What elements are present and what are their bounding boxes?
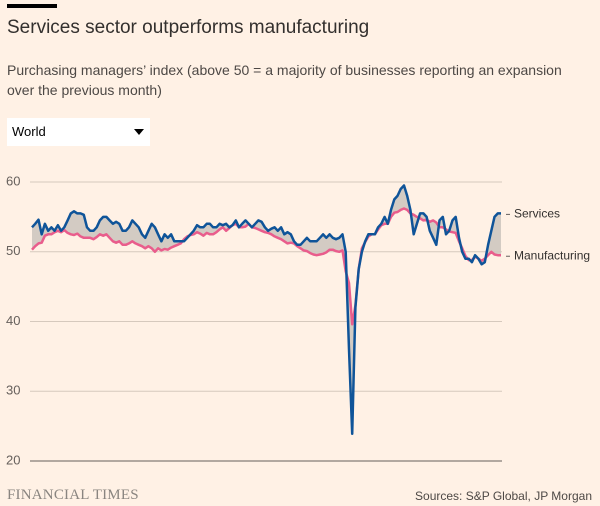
chart: 20 30 40 50 60 Services Manufacturing: [6, 173, 590, 467]
y-tick-label: 20: [6, 452, 20, 467]
series-line: [31, 184, 501, 436]
y-tick-label: 60: [6, 173, 20, 188]
top-bar: [7, 4, 57, 8]
y-tick-label: 50: [6, 243, 20, 258]
series-label: Services: [514, 207, 560, 221]
brand: FINANCIAL TIMES: [7, 487, 139, 503]
series-line: [31, 207, 501, 326]
series-label: Manufacturing: [514, 248, 590, 262]
y-tick-label: 30: [6, 383, 20, 398]
region-dropdown[interactable]: World: [7, 118, 150, 146]
dropdown-arrow: [134, 129, 144, 135]
chart-title: Services sector outperforms manufacturin…: [7, 17, 370, 38]
source: Sources: S&P Global, JP Morgan: [415, 489, 592, 503]
y-tick-label: 40: [6, 313, 20, 328]
dropdown-value: World: [12, 124, 46, 139]
chart-subtitle: Purchasing managers’ index (above 50 = a…: [7, 62, 562, 98]
